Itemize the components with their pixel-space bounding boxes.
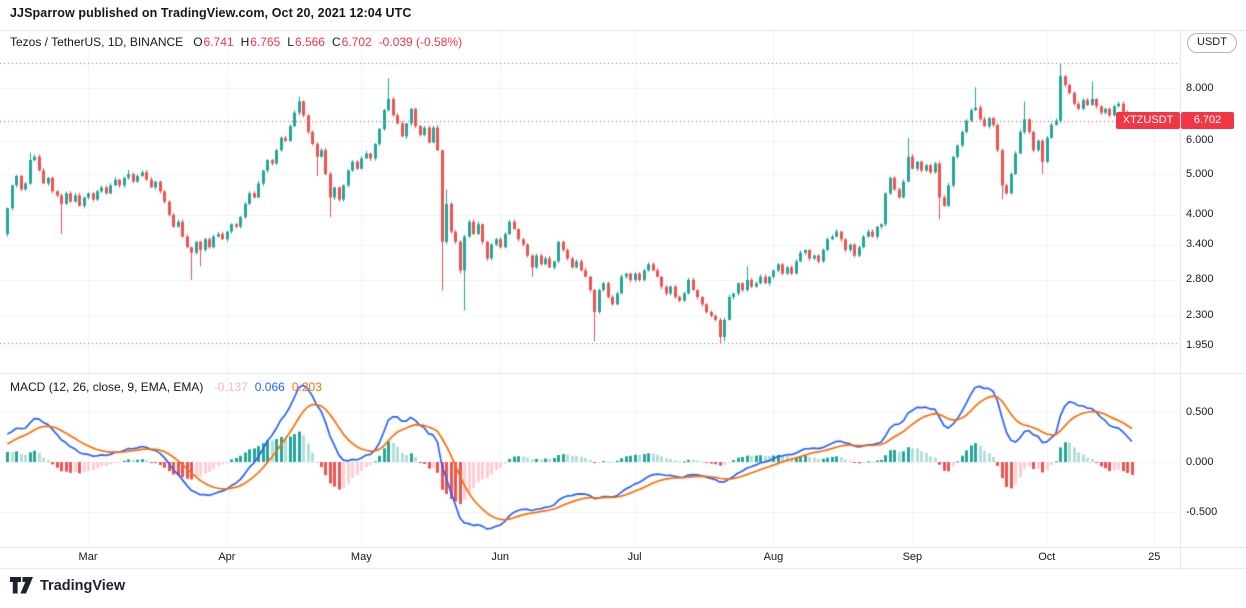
price-axis-label: 8.000 [1186,81,1214,94]
macd-value-histogram: -0.137 [213,380,248,394]
time-axis-label-jun: Jun [491,551,510,563]
time-axis-label-sep: Sep [902,551,923,563]
price-axis-label: 2.800 [1186,273,1214,286]
tradingview-logo-icon [10,577,33,594]
macd-axis-label: 0.000 [1186,455,1214,468]
price-axis-label: 2.300 [1186,309,1214,322]
time-axis-label-aug: Aug [763,551,784,563]
currency-toggle-button[interactable]: USDT [1187,33,1237,53]
price-change: -0.039 (-0.58%) [378,35,463,49]
time-axis-label-may: May [350,551,372,563]
price-axis-label: 1.950 [1186,339,1214,352]
symbol-legend: Tezos / TetherUS, 1D, BINANCE O6.741 H6.76… [10,35,462,49]
macd-axis-label: -0.500 [1186,505,1218,518]
macd-axis-label: 0.500 [1186,405,1214,418]
macd-params: (12, 26, close, 9, EMA, EMA) [48,380,204,394]
macd-title: MACD [10,380,46,394]
macd-value-macd: 0.066 [254,380,285,394]
time-axis-label-mar: Mar [78,551,98,563]
ohlc-o: O6.741 [193,35,234,49]
last-price-symbol-badge: XTZUSDT [1116,112,1180,130]
attribution-text: JJSparrow published on TradingView.com, … [10,6,412,20]
macd-legend: MACD (12, 26, close, 9, EMA, EMA) -0.137… [10,380,322,394]
macd-value-signal: 0.203 [291,380,322,394]
last-price-badge: 6.702 [1181,112,1234,130]
time-axis-label-apr: Apr [218,551,236,563]
symbol-title: Tezos / TetherUS, 1D, BINANCE [10,35,184,49]
price-axis-label: 6.000 [1186,134,1214,147]
tradingview-logo[interactable]: TradingView [10,577,125,594]
ohlc-c: C6.702 [331,35,372,49]
price-axis-label: 3.400 [1186,238,1214,251]
price-axis-label: 5.000 [1186,167,1214,180]
ohlc-h: H6.765 [240,35,281,49]
time-axis-label-oct: Oct [1038,551,1056,563]
time-axis-label-25: 25 [1148,551,1161,563]
ohlc-l: L6.566 [287,35,325,49]
tradingview-logo-text: TradingView [40,577,126,594]
time-axis-label-jul: Jul [627,551,642,563]
price-axis-label: 4.000 [1186,208,1214,221]
